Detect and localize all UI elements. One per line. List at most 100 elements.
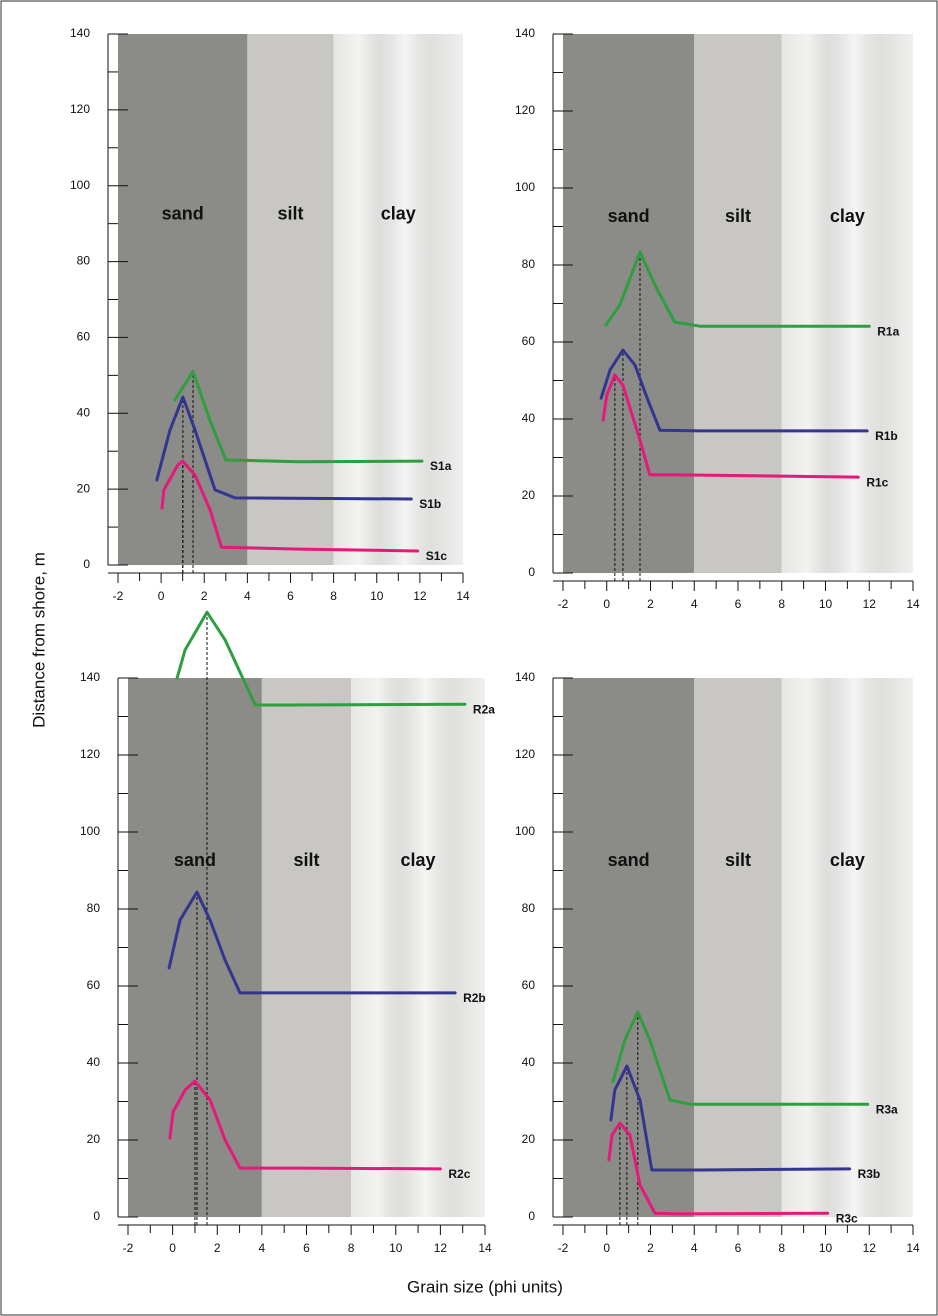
x-tick-label: 2 bbox=[647, 1241, 654, 1255]
zone bbox=[247, 34, 334, 565]
y-tick-label: 100 bbox=[70, 178, 90, 192]
y-axis-title: Distance from shore, m bbox=[29, 552, 48, 728]
series-label: R3c bbox=[836, 1211, 858, 1225]
y-tick-label: 40 bbox=[522, 411, 536, 425]
x-tick-label: 0 bbox=[169, 1241, 176, 1255]
zone-texture bbox=[781, 34, 913, 573]
x-tick-label: 12 bbox=[413, 589, 427, 603]
series-line bbox=[609, 1064, 852, 1172]
y-tick-label: 140 bbox=[515, 670, 535, 684]
x-axis-title: Grain size (phi units) bbox=[407, 1277, 563, 1296]
x-tick-label: 8 bbox=[778, 597, 785, 611]
y-tick-label: 60 bbox=[522, 334, 536, 348]
y-tick-label: 140 bbox=[80, 670, 100, 684]
series-label: S1b bbox=[419, 497, 441, 511]
x-tick-label: 14 bbox=[478, 1241, 492, 1255]
y-tick-label: 0 bbox=[528, 1209, 535, 1223]
x-tick-label: 12 bbox=[863, 1241, 877, 1255]
x-tick-label: 6 bbox=[303, 1241, 310, 1255]
series-line bbox=[173, 370, 424, 464]
x-tick-label: 2 bbox=[201, 589, 208, 603]
series-label: R2a bbox=[473, 702, 495, 716]
series-line bbox=[175, 610, 467, 707]
x-tick-label: 10 bbox=[819, 1241, 833, 1255]
x-tick-label: 8 bbox=[778, 1241, 785, 1255]
y-tick-label: 0 bbox=[83, 557, 90, 571]
x-tick-label: 4 bbox=[691, 597, 698, 611]
x-tick-label: 0 bbox=[603, 597, 610, 611]
x-tick-label: 10 bbox=[370, 589, 384, 603]
series-line bbox=[160, 459, 420, 553]
zone-label: silt bbox=[293, 850, 319, 870]
zone-label: clay bbox=[401, 850, 436, 870]
x-tick-label: 12 bbox=[863, 597, 877, 611]
y-tick-label: 80 bbox=[522, 901, 536, 915]
series-label: R1a bbox=[877, 324, 899, 338]
x-tick-label: 2 bbox=[214, 1241, 221, 1255]
series-label: R3a bbox=[876, 1102, 898, 1116]
y-tick-label: 20 bbox=[522, 1132, 536, 1146]
x-tick-label: -2 bbox=[123, 1241, 134, 1255]
zone-label: clay bbox=[830, 850, 865, 870]
x-tick-label: 0 bbox=[603, 1241, 610, 1255]
y-tick-label: 120 bbox=[515, 747, 535, 761]
y-tick-label: 60 bbox=[77, 330, 91, 344]
y-tick-label: 140 bbox=[515, 26, 535, 40]
x-tick-label: -2 bbox=[558, 1241, 569, 1255]
y-tick-label: 0 bbox=[528, 565, 535, 579]
series-label: R2c bbox=[448, 1167, 470, 1181]
x-tick-label: 14 bbox=[456, 589, 470, 603]
y-tick-label: 80 bbox=[522, 257, 536, 271]
zone-label: sand bbox=[174, 850, 216, 870]
zone-label: clay bbox=[830, 206, 865, 226]
zone-texture bbox=[333, 34, 463, 565]
series-line bbox=[604, 250, 871, 328]
y-tick-label: 20 bbox=[522, 488, 536, 502]
x-tick-label: -2 bbox=[113, 589, 124, 603]
zone-label: sand bbox=[608, 850, 650, 870]
zone-label: silt bbox=[277, 203, 303, 223]
x-tick-label: 12 bbox=[434, 1241, 448, 1255]
zone-texture bbox=[781, 678, 913, 1217]
y-tick-label: 40 bbox=[522, 1055, 536, 1069]
x-tick-label: 4 bbox=[244, 589, 251, 603]
series-line bbox=[601, 373, 860, 479]
zone bbox=[563, 34, 695, 573]
series-line bbox=[607, 1121, 830, 1216]
x-tick-label: 6 bbox=[735, 1241, 742, 1255]
zone bbox=[128, 678, 262, 1217]
series-line bbox=[168, 1079, 442, 1171]
series-label: S1c bbox=[426, 549, 448, 563]
series-line bbox=[599, 348, 869, 433]
y-tick-label: 120 bbox=[515, 103, 535, 117]
series-line bbox=[611, 1010, 870, 1106]
zone-label: sand bbox=[162, 203, 204, 223]
series-line bbox=[167, 890, 457, 995]
x-tick-label: 10 bbox=[389, 1241, 403, 1255]
x-tick-label: 8 bbox=[330, 589, 337, 603]
y-tick-label: 120 bbox=[80, 747, 100, 761]
series-label: R1c bbox=[866, 475, 888, 489]
y-tick-label: 100 bbox=[515, 180, 535, 194]
x-tick-label: 8 bbox=[348, 1241, 355, 1255]
x-tick-label: 10 bbox=[819, 597, 833, 611]
series-label: R1b bbox=[875, 429, 898, 443]
zone-texture bbox=[351, 678, 485, 1217]
y-tick-label: 80 bbox=[87, 901, 101, 915]
series-label: R2b bbox=[463, 991, 486, 1005]
y-tick-label: 40 bbox=[77, 405, 91, 419]
zone-label: sand bbox=[608, 206, 650, 226]
series-label: S1a bbox=[430, 459, 452, 473]
series-label: R3b bbox=[858, 1167, 881, 1181]
y-tick-label: 40 bbox=[87, 1055, 101, 1069]
x-tick-label: 2 bbox=[647, 597, 654, 611]
x-tick-label: 14 bbox=[906, 597, 920, 611]
y-tick-label: 100 bbox=[515, 824, 535, 838]
zone bbox=[563, 678, 695, 1217]
y-tick-label: 60 bbox=[522, 978, 536, 992]
x-tick-label: 0 bbox=[158, 589, 165, 603]
x-tick-label: 6 bbox=[735, 597, 742, 611]
y-tick-label: 120 bbox=[70, 102, 90, 116]
